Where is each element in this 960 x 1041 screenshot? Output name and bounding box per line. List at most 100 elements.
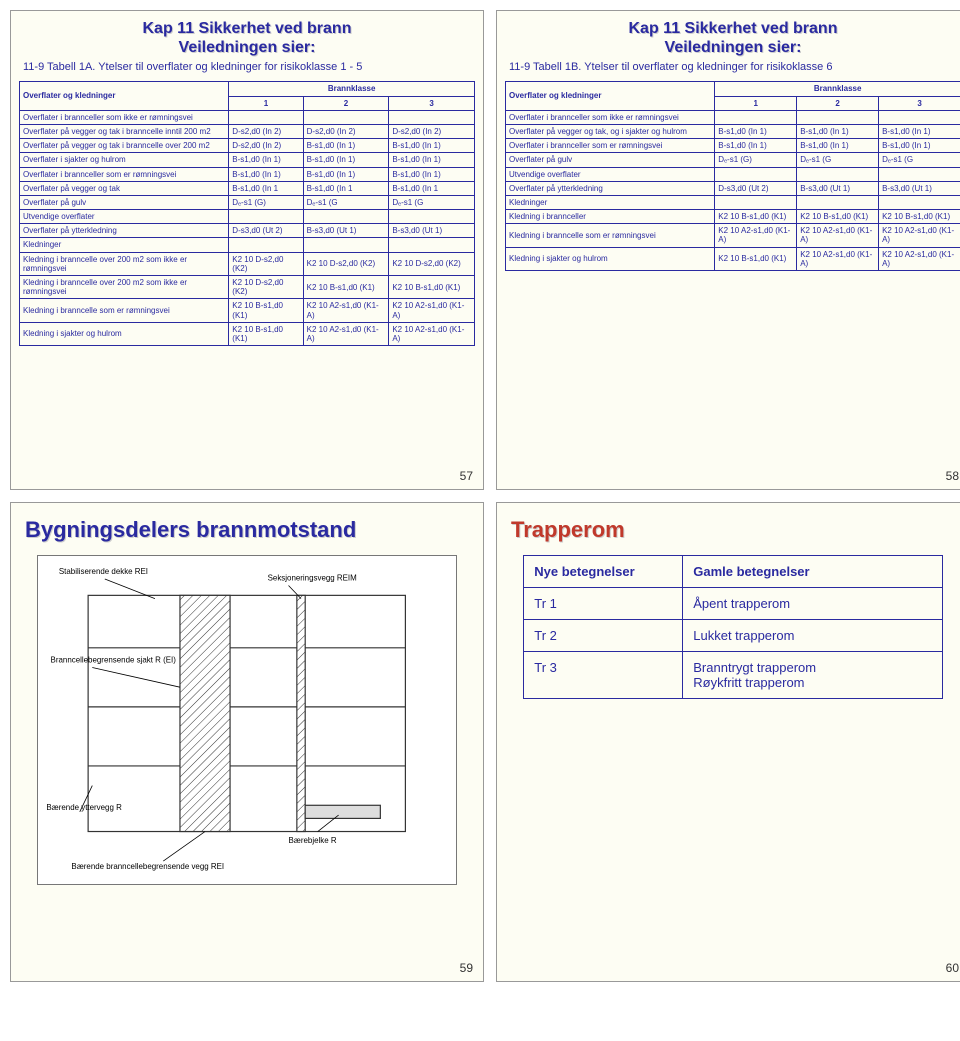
slide57-table: Overflater og kledninger Brannklasse 123…: [19, 81, 475, 346]
row-value: [715, 167, 797, 181]
row-label: Overflater på ytterkledning: [20, 224, 229, 238]
svg-text:Stabiliserende dekke REI: Stabiliserende dekke REI: [59, 567, 148, 576]
row-value: K2 10 A2-s1,d0 (K1-A): [879, 224, 960, 247]
row-label: Kledning i branncelle som er rømningsvei: [506, 224, 715, 247]
trappe-row: Tr 2Lukket trapperom: [524, 620, 943, 652]
row-value: D-s2,d0 (In 2): [389, 124, 475, 138]
row-value: B-s1,d0 (In 1): [715, 124, 797, 138]
table-row: Kledning i branncelle over 200 m2 som ik…: [20, 252, 475, 275]
table-row: Overflater i brannceller som ikke er røm…: [20, 110, 475, 124]
table-row: Utvendige overflater: [506, 167, 960, 181]
slide60-title: Trapperom: [511, 517, 960, 543]
row-label: Kledning i brannceller: [506, 210, 715, 224]
trappe-cell: Lukket trapperom: [683, 620, 942, 652]
table-row: Kledning i branncelle som er rømningsvei…: [20, 299, 475, 322]
brannklasse-col: 2: [303, 96, 389, 110]
row-value: [389, 210, 475, 224]
row-value: [879, 110, 960, 124]
row-label: Overflater på ytterkledning: [506, 181, 715, 195]
slide60-number: 60: [946, 961, 959, 975]
row-value: B-s1,d0 (In 1: [389, 181, 475, 195]
table-row: Overflater på gulvDₑ-s1 (G)Dₑ-s1 (GDₑ-s1…: [20, 195, 475, 209]
row-label: Overflater på vegger og tak i branncelle…: [20, 124, 229, 138]
row-value: K2 10 B-s1,d0 (K1): [229, 322, 303, 345]
row-label: Overflater i brannceller som er rømnings…: [506, 139, 715, 153]
row-value: [879, 195, 960, 209]
row-value: [229, 210, 303, 224]
row-value: D-s3,d0 (Ut 2): [229, 224, 303, 238]
col-left-58: Overflater og kledninger: [506, 82, 715, 110]
row-value: B-s3,d0 (Ut 1): [879, 181, 960, 195]
slide59-number: 59: [460, 961, 473, 975]
row-value: K2 10 B-s1,d0 (K1): [879, 210, 960, 224]
table-row: Overflater i sjakter og hulromB-s1,d0 (I…: [20, 153, 475, 167]
row-label: Overflater på vegger og tak: [20, 181, 229, 195]
table-row: Kledninger: [20, 238, 475, 252]
brannklasse-col: 1: [229, 96, 303, 110]
svg-text:Bærende yttervegg R: Bærende yttervegg R: [47, 803, 123, 812]
row-value: B-s1,d0 (In 1: [303, 181, 389, 195]
row-value: B-s1,d0 (In 1): [389, 167, 475, 181]
slide59-title: Bygningsdelers brannmotstand: [25, 517, 475, 543]
row-value: Dₑ-s1 (G: [389, 195, 475, 209]
row-label: Overflater i sjakter og hulrom: [20, 153, 229, 167]
row-label: Overflater i brannceller som ikke er røm…: [506, 110, 715, 124]
slide-57: Kap 11 Sikkerhet ved brann Veiledningen …: [10, 10, 484, 490]
table-row: Overflater på vegger og tak, og i sjakte…: [506, 124, 960, 138]
slide58-table: Overflater og kledninger Brannklasse 123…: [505, 81, 960, 271]
row-value: K2 10 D-s2,d0 (K2): [389, 252, 475, 275]
row-value: [389, 238, 475, 252]
row-value: [715, 195, 797, 209]
row-label: Overflater på vegger og tak i branncelle…: [20, 139, 229, 153]
slide60-table: Nye betegnelserGamle betegnelser Tr 1Åpe…: [523, 555, 943, 699]
slide-59: Bygningsdelers brannmotstand Stabilisere…: [10, 502, 484, 982]
table-row: Overflater på vegger og tak i branncelle…: [20, 124, 475, 138]
table-row: Overflater i brannceller som er rømnings…: [506, 139, 960, 153]
svg-text:Bærebjelke R: Bærebjelke R: [289, 836, 337, 845]
table-row: Overflater på ytterkledningD-s3,d0 (Ut 2…: [20, 224, 475, 238]
table-row: Kledning i sjakter og hulromK2 10 B-s1,d…: [506, 247, 960, 270]
row-value: B-s1,d0 (In 1): [879, 139, 960, 153]
trappe-header: Gamle betegnelser: [683, 556, 942, 588]
slide58-number: 58: [946, 469, 959, 483]
table-row: Overflater på vegger og tak B-s1,d0 (In 1…: [20, 181, 475, 195]
row-value: [389, 110, 475, 124]
row-value: B-s1,d0 (In 1): [797, 124, 879, 138]
row-value: B-s1,d0 (In 1): [229, 153, 303, 167]
row-value: K2 10 B-s1,d0 (K1): [797, 210, 879, 224]
col-right-58: Brannklasse: [715, 82, 960, 96]
row-value: K2 10 B-s1,d0 (K1): [715, 247, 797, 270]
row-label: Overflater på gulv: [506, 153, 715, 167]
row-value: B-s3,d0 (Ut 1): [303, 224, 389, 238]
table-row: Kledning i brannceller K2 10 B-s1,d0 (K1)…: [506, 210, 960, 224]
slide-58: Kap 11 Sikkerhet ved brann Veiledningen …: [496, 10, 960, 490]
trappe-cell: Tr 2: [524, 620, 683, 652]
row-value: [879, 167, 960, 181]
table-row: Kledning i branncelle over 200 m2 som ik…: [20, 276, 475, 299]
row-value: [229, 110, 303, 124]
slide57-number: 57: [460, 469, 473, 483]
row-value: K2 10 B-s1,d0 (K1): [389, 276, 475, 299]
row-label: Overflater på gulv: [20, 195, 229, 209]
slide59-diagram: Stabiliserende dekke REI Branncellebegren…: [37, 555, 457, 885]
trappe-row: Tr 3Branntrygt trapperom Røykfritt trapp…: [524, 652, 943, 699]
row-value: Dₑ-s1 (G: [303, 195, 389, 209]
row-value: B-s1,d0 (In 1): [303, 167, 389, 181]
trappe-cell: Tr 3: [524, 652, 683, 699]
svg-text:Branncellebegrensende sjakt R: Branncellebegrensende sjakt R (EI): [51, 655, 177, 664]
row-value: K2 10 D-s2,d0 (K2): [229, 252, 303, 275]
row-value: D-s2,d0 (In 2): [303, 124, 389, 138]
row-label: Overflater i brannceller som ikke er røm…: [20, 110, 229, 124]
row-value: K2 10 D-s2,d0 (K2): [303, 252, 389, 275]
brannklasse-col: 2: [797, 96, 879, 110]
row-value: K2 10 A2-s1,d0 (K1-A): [879, 247, 960, 270]
slide58-heading-2: Veiledningen sier:: [505, 38, 960, 57]
row-value: Dₑ-s1 (G: [797, 153, 879, 167]
row-label: Kledning i branncelle over 200 m2 som ik…: [20, 276, 229, 299]
svg-text:Seksjoneringsvegg REIM: Seksjoneringsvegg REIM: [268, 573, 357, 582]
row-value: D-s3,d0 (Ut 2): [715, 181, 797, 195]
row-value: [715, 110, 797, 124]
brannklasse-col: 3: [389, 96, 475, 110]
row-label: Kledninger: [20, 238, 229, 252]
row-value: [797, 195, 879, 209]
